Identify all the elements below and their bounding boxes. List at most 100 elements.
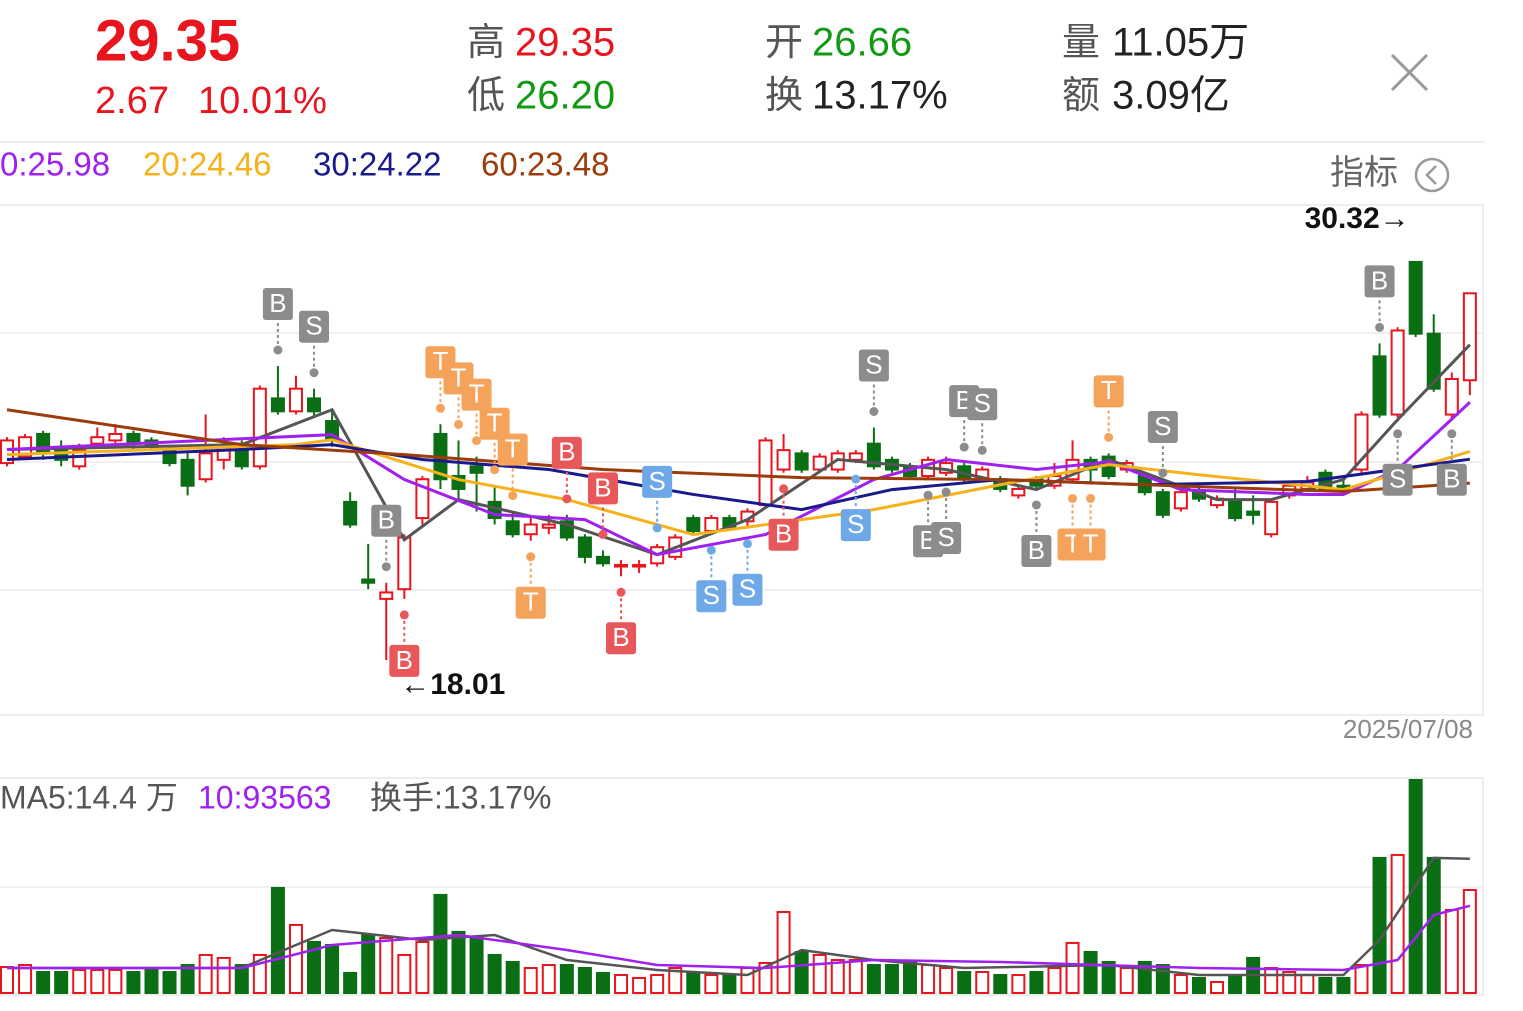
- stat-value: 26.66: [812, 21, 912, 65]
- candle-body: [1264, 500, 1279, 536]
- volume-bar: [1228, 974, 1243, 995]
- signal-dot: [742, 539, 752, 549]
- signal-dot: [435, 403, 445, 413]
- candle-body: [866, 442, 881, 468]
- volume-bar: [18, 964, 33, 995]
- signal-label: B: [1028, 535, 1045, 565]
- volume-bar: [1282, 971, 1297, 994]
- signal-label: T: [487, 408, 503, 438]
- signal-dot: [526, 552, 536, 562]
- volume-bar: [794, 950, 809, 994]
- volume-legend: MA5:14.4 万: [0, 779, 178, 815]
- candle-body: [686, 517, 701, 532]
- signal-dot: [779, 484, 789, 494]
- signal-box: [732, 573, 763, 606]
- signal-dot: [1375, 322, 1385, 332]
- signal-label: S: [974, 388, 991, 418]
- signal-box: [299, 310, 330, 343]
- volume-bar: [36, 971, 51, 994]
- candle-body: [505, 520, 520, 536]
- ma-legend: 30:24.22: [313, 146, 441, 183]
- ma-legend: 60:23.48: [481, 146, 609, 183]
- signal-dot: [1393, 429, 1403, 439]
- signal-box: [461, 378, 492, 411]
- candle-body: [523, 523, 538, 536]
- stat-label: 开: [765, 22, 803, 64]
- signal-dot: [977, 445, 987, 455]
- date-label: 2025/07/08: [1343, 714, 1473, 744]
- candle-body: [776, 449, 791, 471]
- volume-bar: [379, 937, 394, 995]
- volume-bar: [1173, 974, 1188, 995]
- volume-bar: [668, 967, 683, 995]
- candle-body: [1426, 332, 1441, 390]
- volume-bar: [1444, 908, 1459, 994]
- ma-line: [6, 401, 1471, 557]
- signal-dot: [1031, 500, 1041, 510]
- signal-dot: [562, 494, 572, 504]
- signal-label: S: [1389, 464, 1406, 494]
- candle-body: [379, 591, 394, 600]
- stat-value: 13.17%: [812, 74, 948, 118]
- signal-dot: [1068, 493, 1078, 503]
- candle-body: [1011, 487, 1026, 497]
- candle-body: [595, 555, 610, 565]
- signal-dot: [652, 523, 662, 533]
- signal-box: [1021, 534, 1052, 567]
- signal-label: B: [396, 645, 413, 675]
- signal-dot: [1447, 429, 1457, 439]
- volume-bar: [975, 971, 990, 994]
- signal-dot: [941, 487, 951, 497]
- signal-box: [1075, 528, 1106, 561]
- volume-bar: [1011, 974, 1026, 995]
- volume-bar: [415, 941, 430, 994]
- signal-box: [262, 288, 293, 321]
- volume-bar: [921, 964, 936, 995]
- volume-bar: [1426, 856, 1441, 994]
- candle-body: [252, 387, 267, 468]
- close-button[interactable]: [1390, 53, 1429, 92]
- stat-label: 额: [1062, 75, 1100, 117]
- price: 29.35: [95, 8, 240, 73]
- candle-body: [1228, 500, 1243, 520]
- stat-label: 高: [467, 22, 505, 64]
- volume-bar: [523, 967, 538, 995]
- signal-box: [931, 522, 962, 555]
- extreme-label: 30.32→: [1305, 202, 1410, 235]
- volume-bar: [1336, 976, 1351, 995]
- ma-legend: 0:25.98: [0, 146, 110, 183]
- stat-label: 量: [1062, 22, 1100, 64]
- volume-bar: [704, 974, 719, 995]
- volume-bar: [325, 943, 340, 994]
- signal-box: [696, 580, 727, 613]
- stat-value: 26.20: [515, 74, 615, 118]
- signal-dot: [1158, 468, 1168, 478]
- volume-bar: [957, 971, 972, 994]
- close-icon: [1390, 53, 1429, 92]
- volume-bar: [866, 964, 881, 995]
- candle-body: [234, 449, 249, 468]
- signal-box: [587, 472, 618, 505]
- change: 2.67: [95, 80, 169, 122]
- stat-value: 11.05万: [1112, 21, 1249, 65]
- volume-bar: [469, 937, 484, 995]
- volume-bar: [632, 976, 647, 995]
- candle-body: [270, 397, 285, 413]
- volume-bar: [541, 964, 556, 995]
- candle-body: [577, 536, 592, 558]
- volume-bar: [288, 923, 303, 994]
- stat-label: 换: [765, 75, 803, 117]
- candle-body: [288, 387, 303, 413]
- volume-bar: [270, 886, 285, 995]
- signal-dot: [1086, 493, 1096, 503]
- signal-label: S: [703, 580, 720, 610]
- volume-bar: [487, 953, 502, 994]
- signal-dot: [399, 610, 409, 620]
- volume-bar: [939, 967, 954, 995]
- volume-bar: [1191, 976, 1206, 995]
- signal-box: [1147, 410, 1178, 443]
- volume-bar: [1372, 856, 1387, 994]
- indicator-button[interactable]: 指标: [1330, 154, 1450, 193]
- signal-box: [551, 436, 582, 469]
